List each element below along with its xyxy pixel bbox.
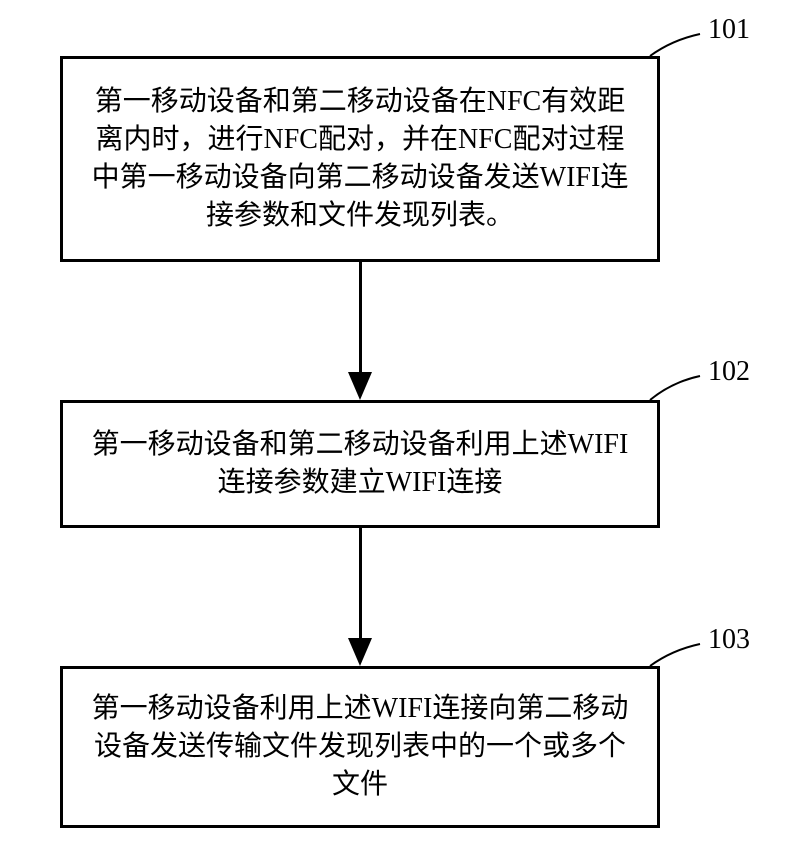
flowchart-canvas: 第一移动设备和第二移动设备在NFC有效距离内时，进行NFC配对，并在NFC配对过… <box>0 0 800 858</box>
label-103: 103 <box>708 624 750 656</box>
leader-line-103 <box>0 0 800 858</box>
